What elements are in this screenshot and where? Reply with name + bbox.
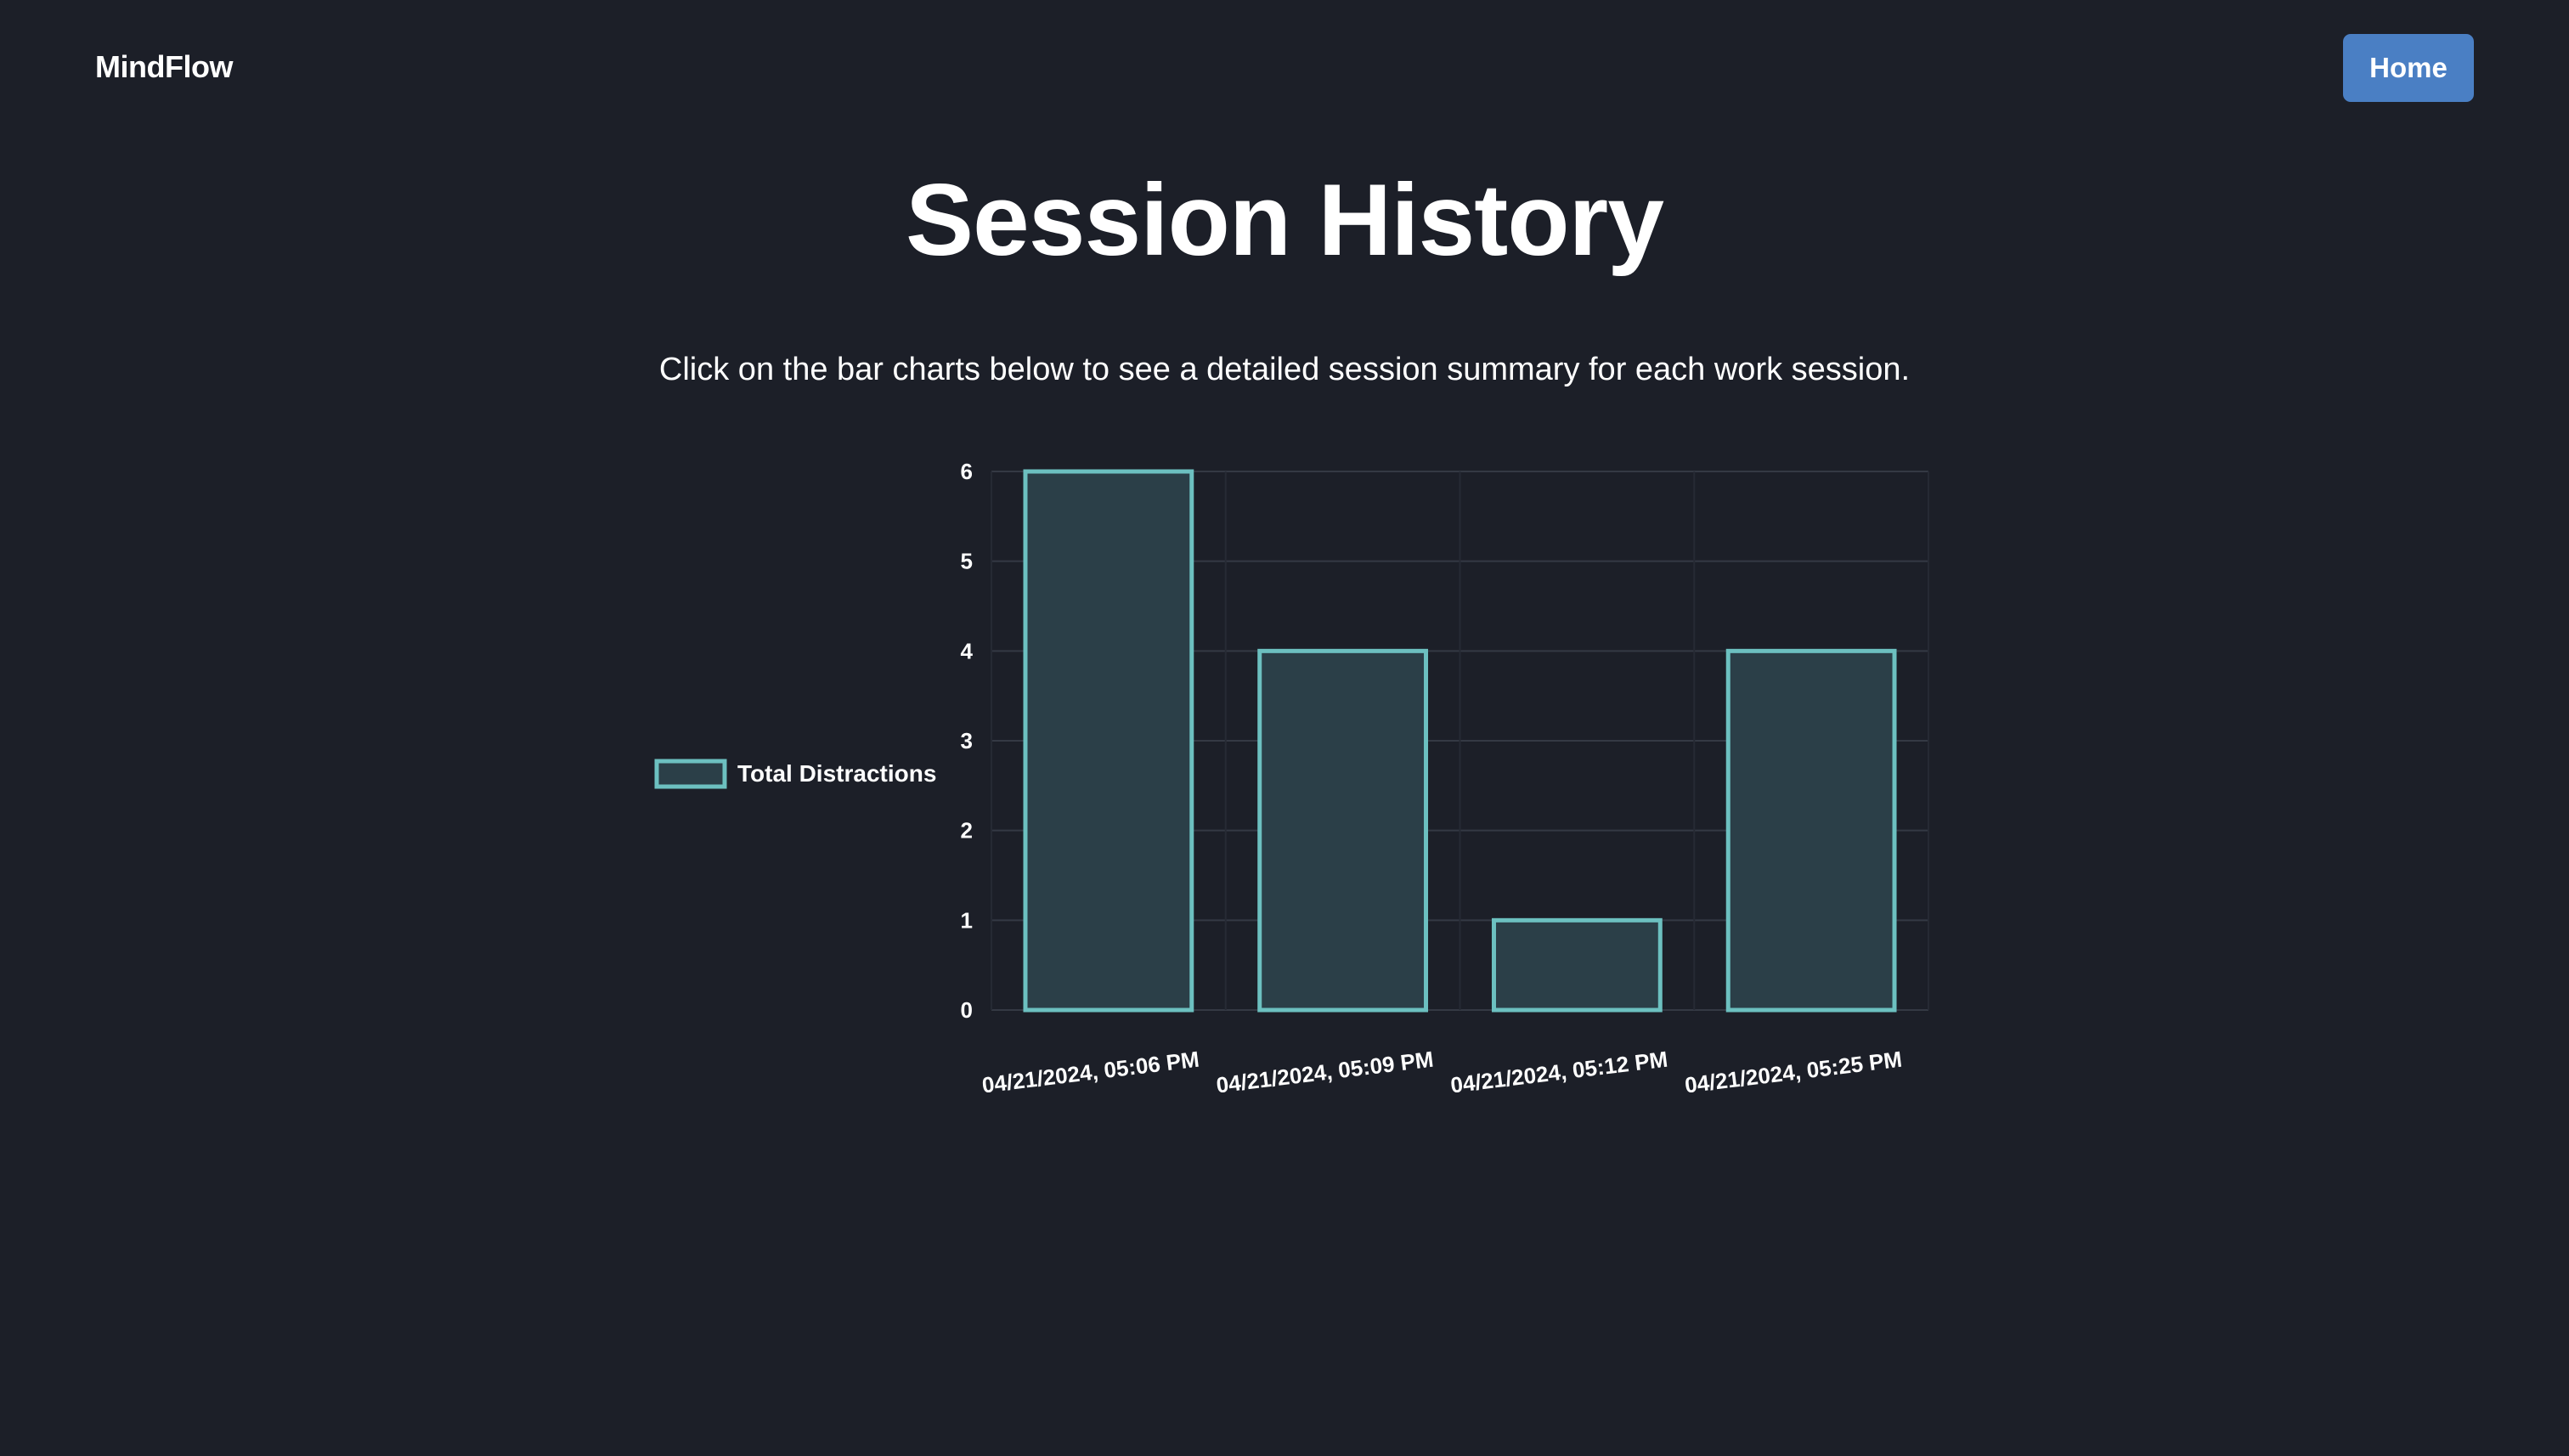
chart-legend[interactable]: Total Distractions	[654, 759, 936, 789]
session-bar[interactable]	[1257, 648, 1429, 1013]
brand-logo[interactable]: MindFlow	[95, 49, 233, 84]
session-bar[interactable]	[1023, 469, 1194, 1013]
y-tick-label: 5	[961, 549, 973, 574]
session-bar[interactable]	[1725, 648, 1897, 1013]
session-bar[interactable]	[1491, 917, 1663, 1013]
x-axis-ticks: 04/21/2024, 05:06 PM 04/21/2024, 05:09 PM…	[980, 1047, 1903, 1098]
legend-label[interactable]: Total Distractions	[737, 760, 936, 787]
page-title: Session History	[906, 163, 1664, 277]
y-tick-label: 6	[961, 459, 973, 484]
x-tick-label: 04/21/2024, 05:25 PM	[1684, 1047, 1904, 1098]
x-tick-label: 04/21/2024, 05:09 PM	[1215, 1047, 1435, 1098]
y-tick-label: 4	[961, 638, 974, 663]
x-tick-label: 04/21/2024, 05:12 PM	[1449, 1047, 1669, 1098]
home-button[interactable]: Home	[2343, 34, 2474, 102]
y-tick-label: 3	[961, 728, 973, 753]
page-subtitle: Click on the bar charts below to see a d…	[658, 352, 1911, 387]
bars	[1023, 469, 1897, 1013]
y-tick-label: 1	[961, 907, 973, 933]
y-tick-label: 0	[961, 997, 973, 1023]
y-axis-ticks: 0 1 2 3 4 5 6	[961, 459, 974, 1023]
x-tick-label: 04/21/2024, 05:06 PM	[980, 1047, 1200, 1098]
legend-swatch[interactable]	[654, 759, 727, 789]
y-tick-label: 2	[961, 818, 973, 844]
